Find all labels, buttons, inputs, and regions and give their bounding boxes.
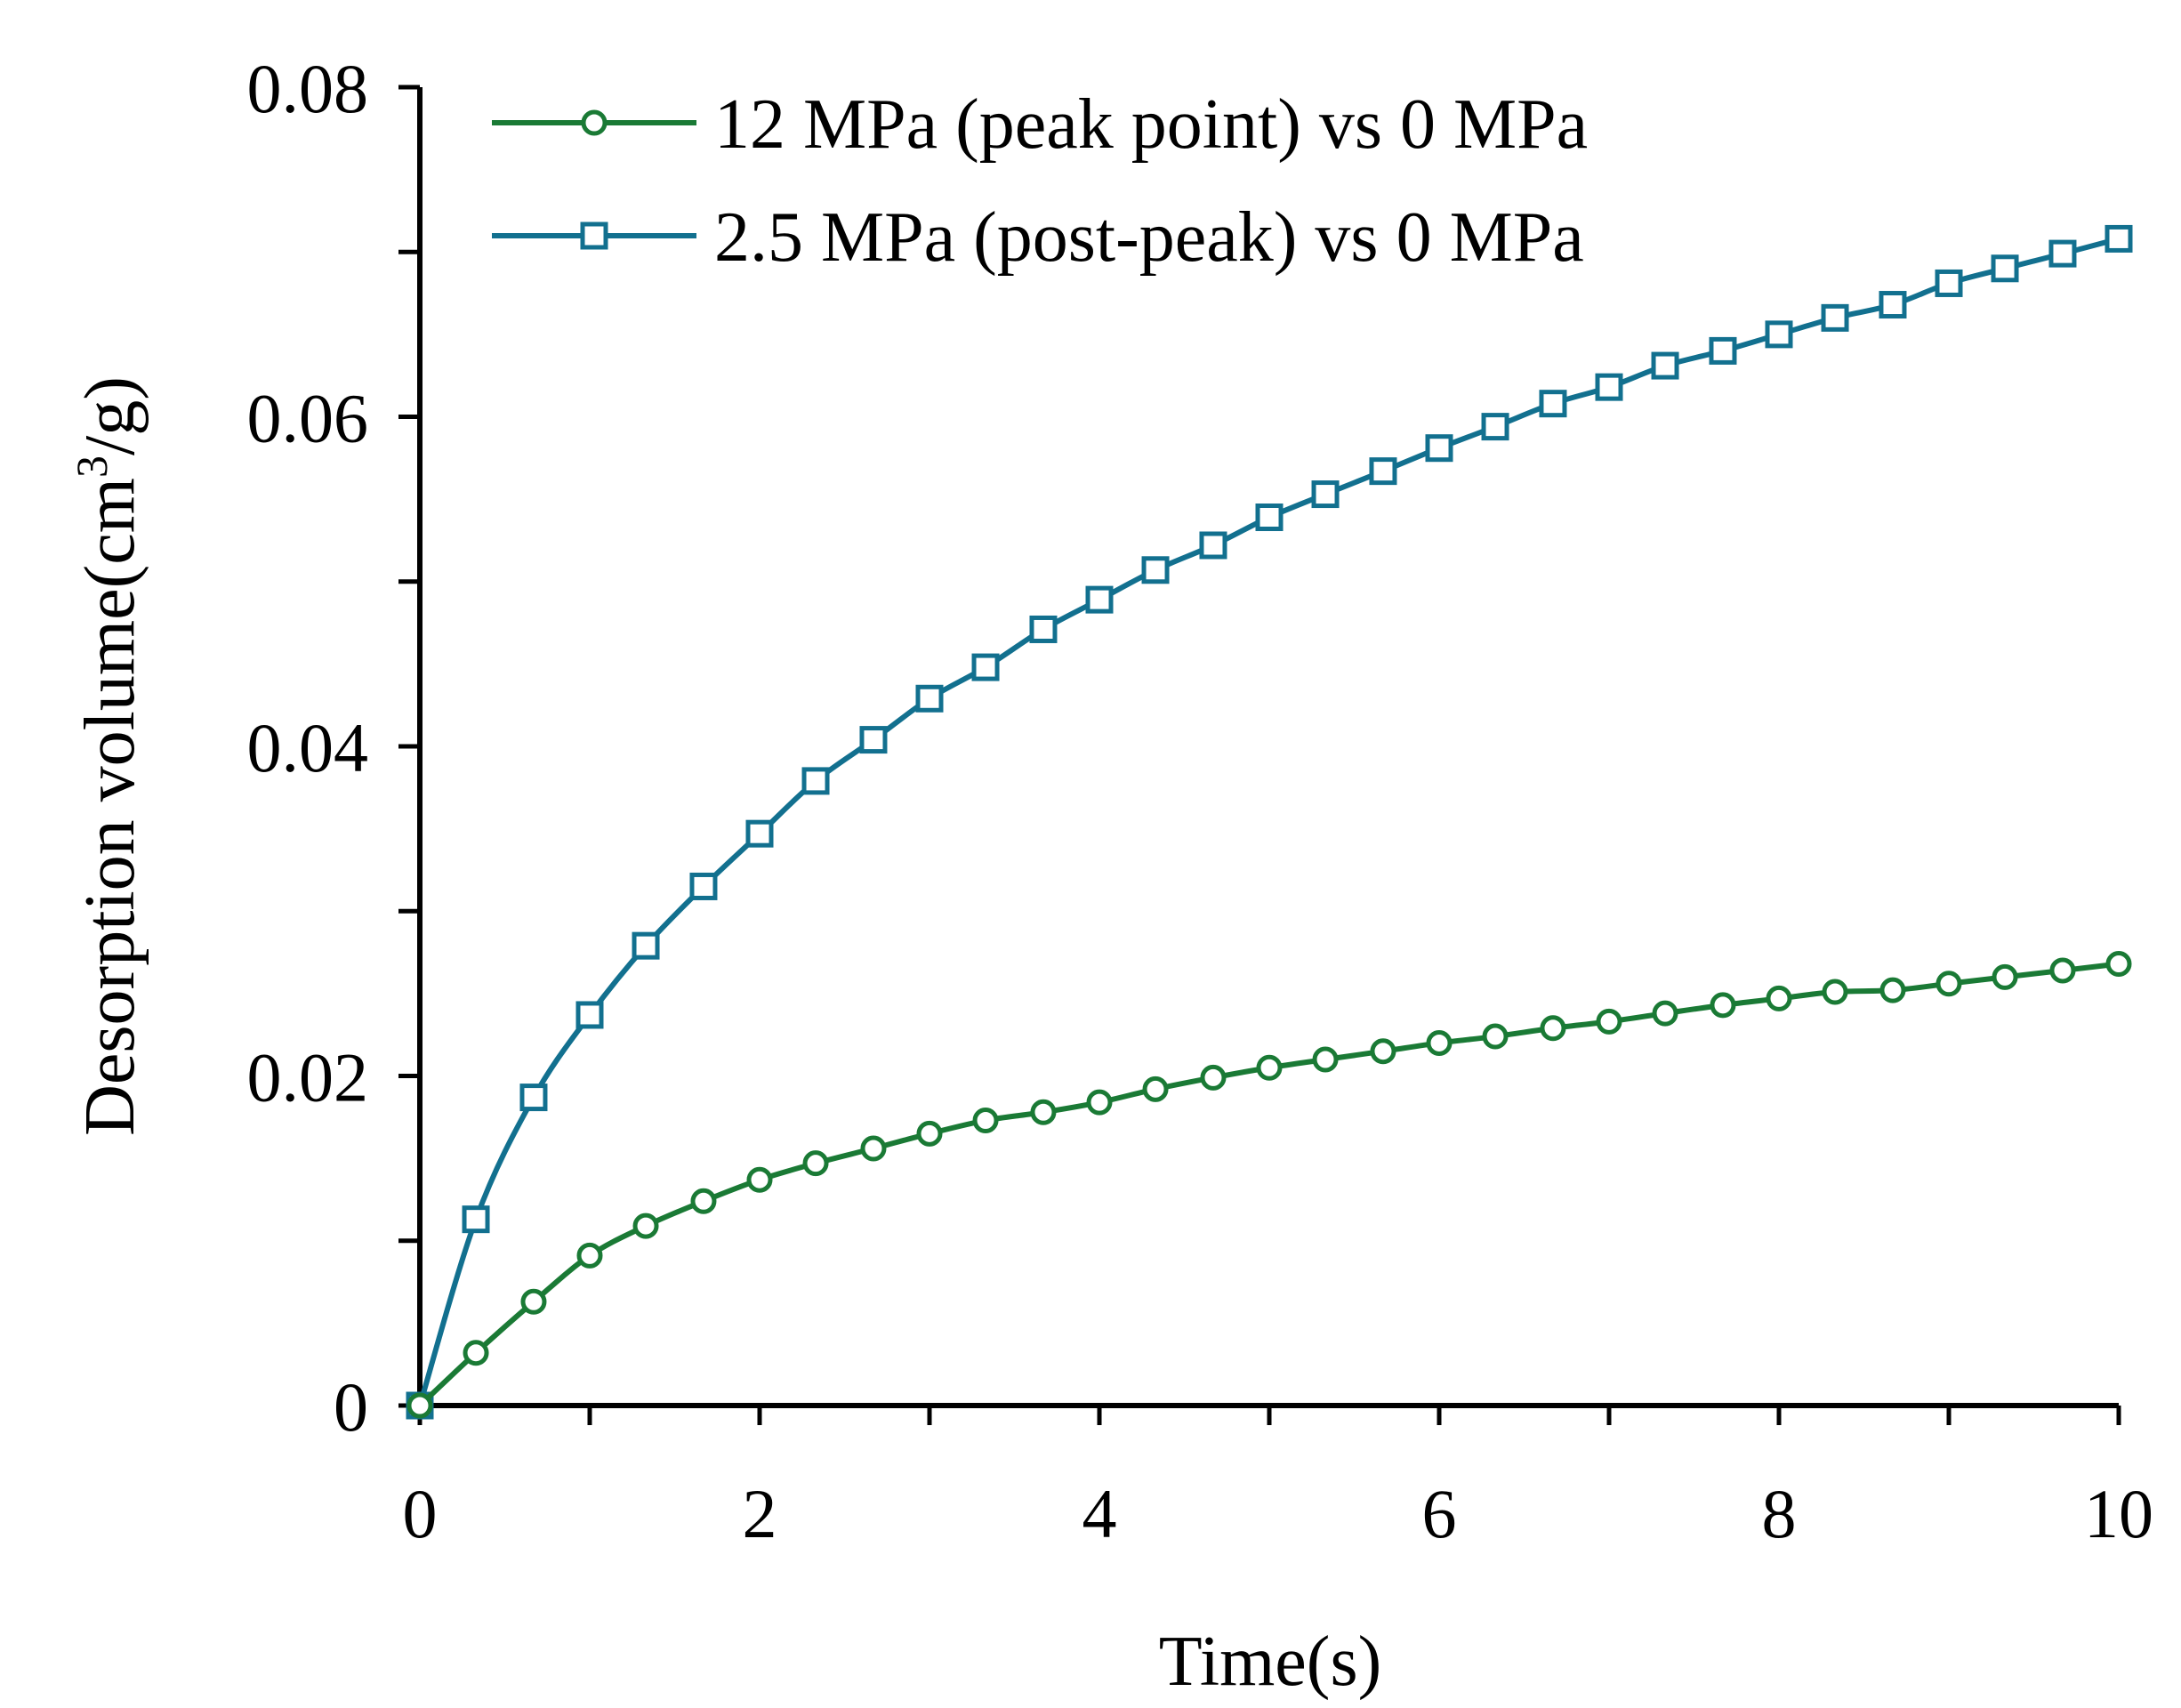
data-point-circle: [1312, 1046, 1339, 1073]
data-point-square: [2105, 224, 2133, 253]
data-point-square: [575, 1001, 604, 1029]
series-1: [406, 951, 2132, 1419]
data-point-circle: [632, 1213, 659, 1239]
data-point-circle: [1030, 1099, 1057, 1125]
x-tick-label: 6: [1422, 1475, 1457, 1552]
y-axis-title-tail: /g): [71, 376, 149, 455]
legend-marker-square: [580, 222, 608, 250]
data-point-circle: [1370, 1038, 1396, 1065]
data-point-square: [1991, 254, 2019, 283]
data-point-circle: [1992, 963, 2018, 990]
data-point-circle: [860, 1135, 887, 1162]
data-point-square: [1709, 336, 1737, 365]
data-point-square: [915, 684, 944, 713]
data-point-square: [1879, 291, 1907, 319]
data-point-circle: [1879, 977, 1906, 1003]
data-point-circle: [520, 1288, 547, 1315]
legend-item-2: 2.5 MPa (post-peak) vs 0 MPa: [492, 198, 1584, 277]
x-tick-label: 2: [743, 1475, 777, 1552]
data-point-circle: [690, 1188, 717, 1214]
data-point-circle: [916, 1120, 943, 1147]
data-point-square: [1311, 480, 1340, 509]
legend-label: 2.5 MPa (post-peak) vs 0 MPa: [714, 198, 1584, 277]
data-point-square: [462, 1205, 490, 1234]
data-point-circle: [1766, 985, 1792, 1011]
legend-label: 12 MPa (peak point) vs 0 MPa: [714, 85, 1588, 164]
legend-item-1: 12 MPa (peak point) vs 0 MPa: [492, 85, 1588, 164]
legend: 12 MPa (peak point) vs 0 MPa 2.5 MPa (pos…: [492, 85, 1588, 277]
data-point-circle: [576, 1242, 603, 1269]
data-point-circle: [746, 1166, 773, 1193]
data-point-circle: [2105, 951, 2132, 978]
data-point-square: [859, 726, 888, 754]
data-point-square: [2048, 239, 2077, 268]
data-point-square: [1595, 373, 1623, 401]
data-point-square: [745, 819, 774, 848]
data-point-square: [1425, 434, 1453, 463]
data-point-square: [1765, 320, 1793, 349]
data-point-circle: [1596, 1008, 1622, 1035]
series-line: [417, 961, 2120, 1408]
data-point-square: [1935, 269, 1963, 297]
data-point-circle: [1086, 1089, 1113, 1116]
data-point-square: [1539, 390, 1567, 418]
data-point-square: [971, 653, 1000, 681]
y-axis-title-superscript: 3: [67, 455, 117, 478]
data-point-square: [1085, 585, 1114, 614]
data-point-square: [1255, 504, 1284, 532]
y-axis-title-main: Desorption volume(cm: [71, 478, 149, 1136]
data-point-circle: [1710, 992, 1736, 1019]
data-point-circle: [406, 1392, 433, 1419]
series-layer: [406, 224, 2133, 1420]
data-point-square: [1821, 303, 1849, 332]
y-axis-title: Desorption volume(cm3/g): [67, 376, 149, 1136]
data-point-circle: [1426, 1029, 1453, 1056]
data-point-circle: [1652, 1000, 1678, 1027]
x-tick-label: 4: [1082, 1475, 1117, 1552]
data-point-circle: [1200, 1064, 1227, 1091]
data-point-circle: [1142, 1076, 1169, 1102]
data-point-circle: [1256, 1054, 1283, 1081]
data-point-square: [689, 872, 718, 900]
data-point-square: [1481, 413, 1509, 441]
data-point-square: [801, 767, 830, 795]
data-point-circle: [1540, 1015, 1566, 1042]
legend-marker-circle: [581, 109, 608, 136]
x-tick-label: 10: [2084, 1475, 2153, 1552]
y-tick-label: 0.02: [247, 1039, 369, 1116]
data-point-circle: [802, 1150, 829, 1177]
data-point-square: [632, 931, 660, 960]
y-tick-label: 0: [334, 1368, 368, 1446]
data-point-circle: [2049, 957, 2076, 984]
data-point-square: [1369, 457, 1397, 486]
data-point-circle: [1936, 971, 1962, 997]
y-tick-label: 0.08: [247, 50, 369, 127]
series-2: [406, 224, 2133, 1420]
data-point-circle: [1482, 1023, 1509, 1050]
x-tick-label: 0: [403, 1475, 438, 1552]
data-point-square: [1029, 615, 1058, 643]
data-point-square: [1141, 556, 1170, 584]
data-point-circle: [1822, 979, 1848, 1005]
data-point-square: [1199, 531, 1227, 560]
y-tick-label: 0.06: [247, 380, 369, 457]
x-axis-title: Time(s): [1159, 1623, 1381, 1701]
axes: [417, 87, 2119, 1408]
series-line: [417, 236, 2120, 1406]
tick-labels: 0 2 4 6 8 10 0 0.02 0.04 0.06 0.08: [247, 50, 2154, 1552]
data-point-square: [519, 1084, 548, 1112]
data-point-circle: [972, 1108, 999, 1134]
data-point-circle: [463, 1340, 489, 1366]
data-point-square: [1651, 351, 1679, 380]
x-tick-label: 8: [1762, 1475, 1797, 1552]
y-tick-label: 0.04: [247, 709, 369, 786]
